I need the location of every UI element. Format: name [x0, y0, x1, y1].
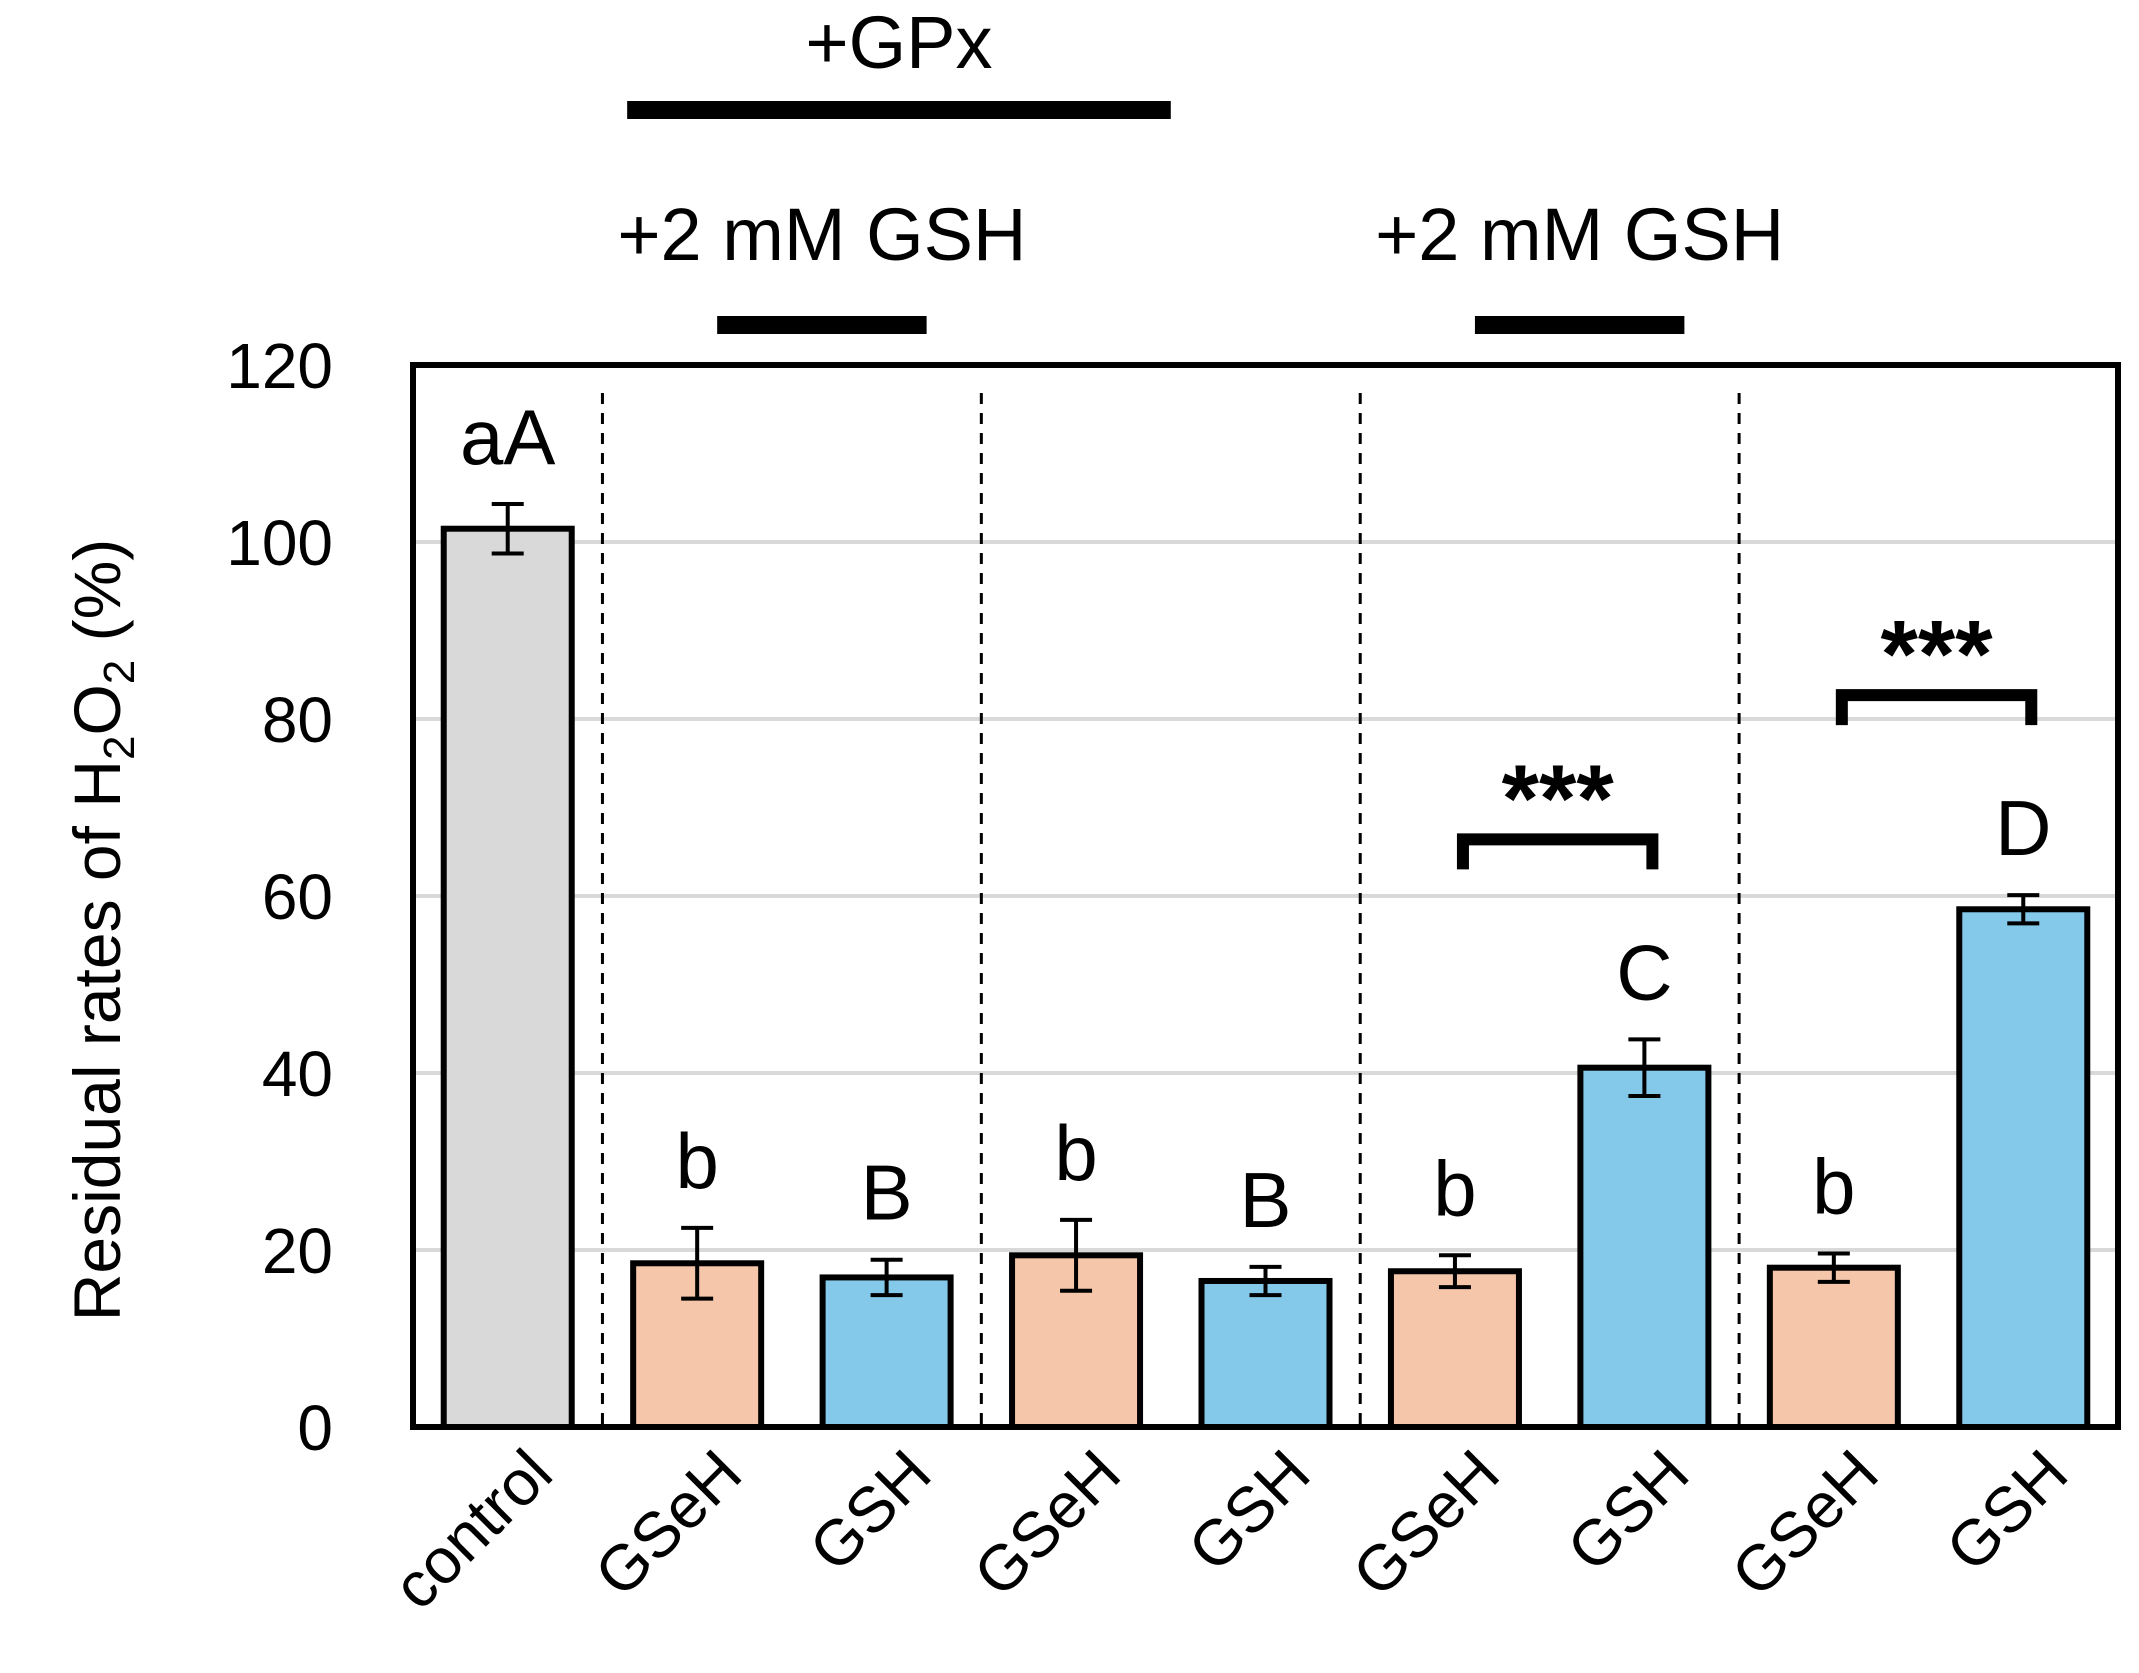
x-tick-label-9: GSH — [1932, 1436, 2081, 1585]
treatment-label: +2 mM GSH — [1375, 193, 1784, 276]
significance-brackets: *** *** — [1456, 601, 2038, 870]
letter-label-3: B — [861, 1149, 913, 1237]
y-tick-label-60: 60 — [262, 861, 333, 933]
x-tick-label-7: GSH — [1553, 1436, 1702, 1585]
y-tick-labels: 0 20 40 60 80 100 120 — [226, 330, 333, 1464]
significance-line — [1835, 689, 2038, 726]
letter-label-6: b — [1433, 1144, 1476, 1232]
error-bar-2 — [681, 1225, 714, 1301]
letter-label-2: b — [675, 1117, 718, 1205]
y-tick-label-80: 80 — [262, 684, 333, 756]
gridlines — [413, 540, 2118, 1252]
plot-frame — [410, 362, 2121, 1430]
x-tick-label-3: GSH — [796, 1436, 945, 1585]
treatment-bar — [717, 316, 927, 334]
treatment-bracket-3: +2 mM GSH — [1375, 193, 1784, 334]
bar-9-gsh — [1956, 906, 2091, 1430]
x-tick-labels: control GSeH GSH GSeH GSH GSeH GSH GSeH GSH — [379, 1436, 2081, 1623]
y-tick-label-0: 0 — [297, 1392, 333, 1464]
error-bar-6 — [1438, 1253, 1471, 1290]
group-separators — [600, 393, 1741, 1427]
significance-bracket-2: *** — [1835, 601, 2038, 726]
x-tick-label-8: GSeH — [1718, 1436, 1892, 1610]
error-bar-3 — [870, 1257, 903, 1298]
treatment-bar — [1474, 316, 1685, 334]
y-label-post: (%) — [60, 539, 134, 660]
bar-6-gseh — [1387, 1268, 1522, 1430]
error-bar-8 — [1817, 1251, 1850, 1284]
treatment-bracket-1: +2 mM GSH — [617, 193, 1026, 334]
letter-label-4: b — [1054, 1109, 1097, 1197]
y-tick-label-40: 40 — [262, 1038, 333, 1110]
treatment-brackets: +2 mM GSH +GPx +2 mM GSH — [617, 1, 1784, 334]
significance-stars: *** — [1881, 601, 1994, 708]
y-label-pre: Residual rates of H — [60, 760, 134, 1321]
y-label-sub1: 2 — [95, 736, 144, 760]
error-bar-7 — [1628, 1037, 1661, 1099]
x-tick-label-6: GSeH — [1339, 1436, 1513, 1610]
bar-8-gseh — [1766, 1264, 1901, 1430]
y-label-mid: O — [60, 684, 134, 735]
treatment-bar — [627, 101, 1171, 119]
letter-label-9: D — [1995, 784, 2051, 872]
error-bar-5 — [1249, 1264, 1282, 1298]
x-tick-label-1: control — [379, 1436, 566, 1623]
treatment-label: +2 mM GSH — [617, 193, 1026, 276]
significance-line — [1456, 833, 1659, 870]
treatment-bracket-2: +GPx — [627, 1, 1171, 119]
error-bars — [491, 501, 2040, 1301]
letter-label-8: b — [1812, 1143, 1855, 1231]
bar-5-gsh — [1198, 1277, 1333, 1430]
x-tick-label-5: GSH — [1174, 1436, 1323, 1585]
bar-1-control — [440, 525, 575, 1430]
bar-7-gsh — [1577, 1064, 1712, 1430]
significance-stars: *** — [1502, 745, 1615, 852]
treatment-label: +GPx — [805, 1, 992, 84]
x-tick-label-4: GSeH — [960, 1436, 1134, 1610]
error-bar-4 — [1060, 1217, 1093, 1293]
y-tick-label-100: 100 — [226, 507, 333, 579]
x-tick-label-2: GSeH — [581, 1436, 755, 1610]
y-tick-label-120: 120 — [226, 330, 333, 402]
error-bar-1 — [491, 501, 524, 556]
bars — [440, 525, 2091, 1431]
significance-bracket-1: *** — [1456, 745, 1659, 870]
letter-label-1: aA — [460, 393, 555, 481]
letter-label-5: B — [1239, 1156, 1291, 1244]
y-tick-label-20: 20 — [262, 1215, 333, 1287]
error-bar-9 — [2007, 893, 2040, 926]
bar-3-gsh — [819, 1274, 954, 1431]
y-label-sub2: 2 — [95, 660, 144, 684]
y-axis-label: Residual rates of H2O2 (%) — [60, 539, 144, 1322]
letter-label-7: C — [1616, 928, 1672, 1016]
